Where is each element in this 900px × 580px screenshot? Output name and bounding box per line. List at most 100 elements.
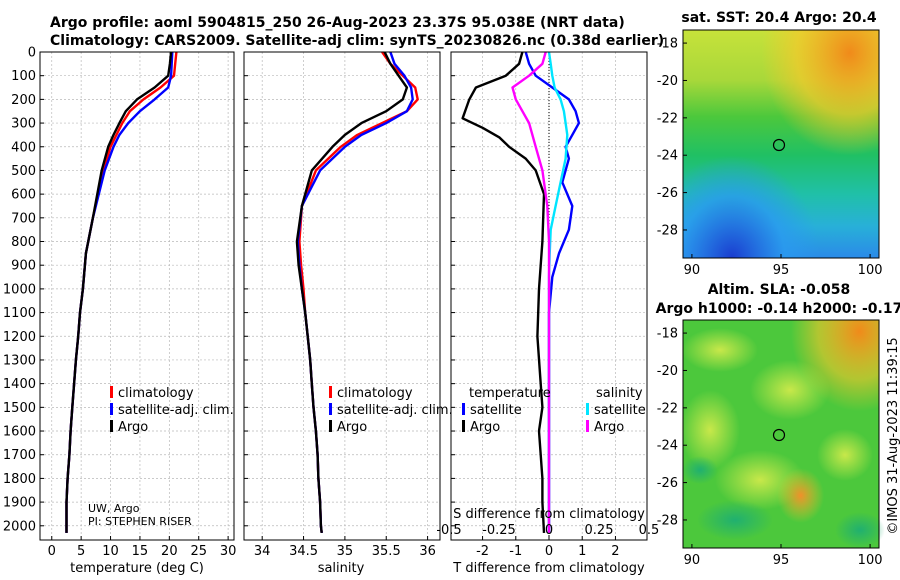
- x-tick-label: 35.5: [372, 544, 401, 559]
- depth-tick-label: 1300: [3, 353, 36, 368]
- legend-label-t-satellite: satellite: [470, 403, 522, 418]
- sst-argo-location-marker: [772, 138, 786, 152]
- map-x-tick-label: 90: [684, 263, 701, 278]
- legend-title-salinity: salinity: [596, 386, 643, 401]
- x-tick-label: 5: [77, 544, 85, 559]
- salinity-xlabel: salinity: [318, 561, 365, 576]
- temperature-legend: climatology satellite-adj. clim. Argo: [110, 386, 234, 435]
- difference-panel: -2 -1 0 1 2 S difference from climatology -0…: [436, 51, 660, 576]
- depth-tick-label: 1400: [3, 377, 36, 392]
- legend-marker-climatology: [110, 386, 113, 398]
- temperature-axes-frame: [39, 51, 235, 541]
- legend-label-argo: Argo: [118, 420, 148, 435]
- map-y-tick-label: -18: [657, 327, 678, 342]
- legend-marker-s-argo: [586, 420, 589, 432]
- depth-tick-label: 1200: [3, 330, 36, 345]
- series-line-argo: [65, 51, 173, 533]
- x-tick-label: 10: [102, 544, 119, 559]
- sst-map-panel: sat. SST: 20.4 Argo: 20.4 90 95 100 -18 -20 -…: [657, 10, 883, 278]
- series-line-s-argo: [511, 51, 551, 533]
- x2-tick-label: 0.5: [639, 523, 660, 538]
- depth-tick-label: 200: [11, 93, 36, 108]
- map-x-tick-label: 95: [773, 263, 790, 278]
- sla-map-title-1: Altim. SLA: -0.058: [708, 282, 851, 298]
- legend-label-climatology: climatology: [118, 386, 194, 401]
- legend-marker-t-argo: [462, 420, 465, 432]
- temperature-panel: 0 5 10 15 20 25 30 0 100 200 300 400 500 600 700 800 90…: [3, 46, 236, 577]
- map-y-tick-label: -26: [657, 476, 678, 491]
- x2-tick-label: -0.25: [482, 523, 516, 538]
- x-tick-label: 34: [254, 544, 271, 559]
- depth-tick-label: 0: [28, 46, 36, 61]
- series-line-satellite-adj-clim-: [296, 51, 414, 534]
- imos-watermark: ©IMOS 31-Aug-2023 11:39:15: [886, 337, 900, 534]
- map-y-tick-label: -20: [657, 364, 678, 379]
- x-tick-label: 36: [419, 544, 436, 559]
- map-y-tick-label: -24: [657, 149, 678, 164]
- sla-map-image: [680, 320, 885, 548]
- depth-tick-label: 100: [11, 69, 36, 84]
- map-x-tick-label: 90: [684, 553, 701, 568]
- depth-tick-label: 2000: [3, 519, 36, 534]
- t-difference-xlabel: T difference from climatology: [452, 561, 645, 576]
- header-line-2: Climatology: CARS2009. Satellite-adj cli…: [50, 33, 664, 49]
- legend-title-temperature: temperature: [469, 386, 551, 401]
- x2-tick-label: -0.5: [436, 523, 461, 538]
- legend-marker-argo: [110, 420, 113, 432]
- depth-tick-label: 1100: [3, 306, 36, 321]
- depth-tick-label: 700: [11, 211, 36, 226]
- depth-tick-label: 1000: [3, 282, 36, 297]
- legend-label-s-satellite: satellite: [594, 403, 646, 418]
- x-tick-label: 15: [132, 544, 149, 559]
- x-tick-label: 1: [578, 544, 586, 559]
- legend-marker-t-satellite: [462, 403, 465, 415]
- map-y-tick-label: -18: [657, 37, 678, 52]
- map-y-tick-label: -28: [657, 223, 678, 238]
- depth-tick-label: 1700: [3, 448, 36, 463]
- x2-tick-label: 0.25: [585, 523, 614, 538]
- map-y-tick-label: -20: [657, 74, 678, 89]
- map-x-tick-label: 100: [858, 263, 883, 278]
- x-tick-label: 35: [337, 544, 354, 559]
- map-y-tick-label: -22: [657, 111, 678, 126]
- legend-label-satellite: satellite-adj. clim.: [337, 403, 453, 418]
- depth-tick-label: 500: [11, 164, 36, 179]
- legend-marker-s-satellite: [586, 403, 589, 415]
- map-y-tick-label: -26: [657, 186, 678, 201]
- depth-tick-label: 900: [11, 259, 36, 274]
- depth-tick-label: 1600: [3, 425, 36, 440]
- map-x-tick-label: 95: [773, 553, 790, 568]
- depth-tick-label: 300: [11, 117, 36, 132]
- map-x-tick-label: 100: [858, 553, 883, 568]
- sla-map-panel: Altim. SLA: -0.058 Argo h1000: -0.14 h20…: [656, 282, 900, 568]
- map-y-tick-label: -24: [657, 439, 678, 454]
- legend-marker-argo: [329, 420, 332, 432]
- legend-marker-climatology: [329, 386, 332, 398]
- salinity-panel: 34 34.5 35 35.5 36 salinity climatology sate…: [243, 51, 453, 576]
- x-tick-label: 25: [190, 544, 207, 559]
- sst-map-image: [683, 30, 879, 258]
- legend-marker-satellite: [329, 403, 332, 415]
- x-tick-label: 0: [48, 544, 56, 559]
- map-y-tick-label: -22: [657, 401, 678, 416]
- x-tick-label: 2: [611, 544, 619, 559]
- legend-label-satellite: satellite-adj. clim.: [118, 403, 234, 418]
- depth-tick-label: 1800: [3, 472, 36, 487]
- x-tick-label: -2: [476, 544, 489, 559]
- x-tick-label: 0: [545, 544, 553, 559]
- salinity-axes-frame: [243, 51, 441, 541]
- credits-line-2: PI: STEPHEN RISER: [88, 515, 192, 528]
- x-tick-label: -1: [509, 544, 522, 559]
- depth-tick-label: 400: [11, 140, 36, 155]
- x-tick-label: 34.5: [289, 544, 318, 559]
- map-y-tick-label: -28: [657, 513, 678, 528]
- depth-tick-label: 1900: [3, 496, 36, 511]
- x-tick-label: 20: [161, 544, 178, 559]
- depth-tick-label: 800: [11, 235, 36, 250]
- legend-label-argo: Argo: [337, 420, 367, 435]
- s-difference-xlabel: S difference from climatology: [453, 507, 645, 522]
- temperature-xlabel: temperature (deg C): [70, 561, 204, 576]
- depth-tick-label: 1500: [3, 401, 36, 416]
- salinity-legend: climatology satellite-adj. clim. Argo: [329, 386, 453, 435]
